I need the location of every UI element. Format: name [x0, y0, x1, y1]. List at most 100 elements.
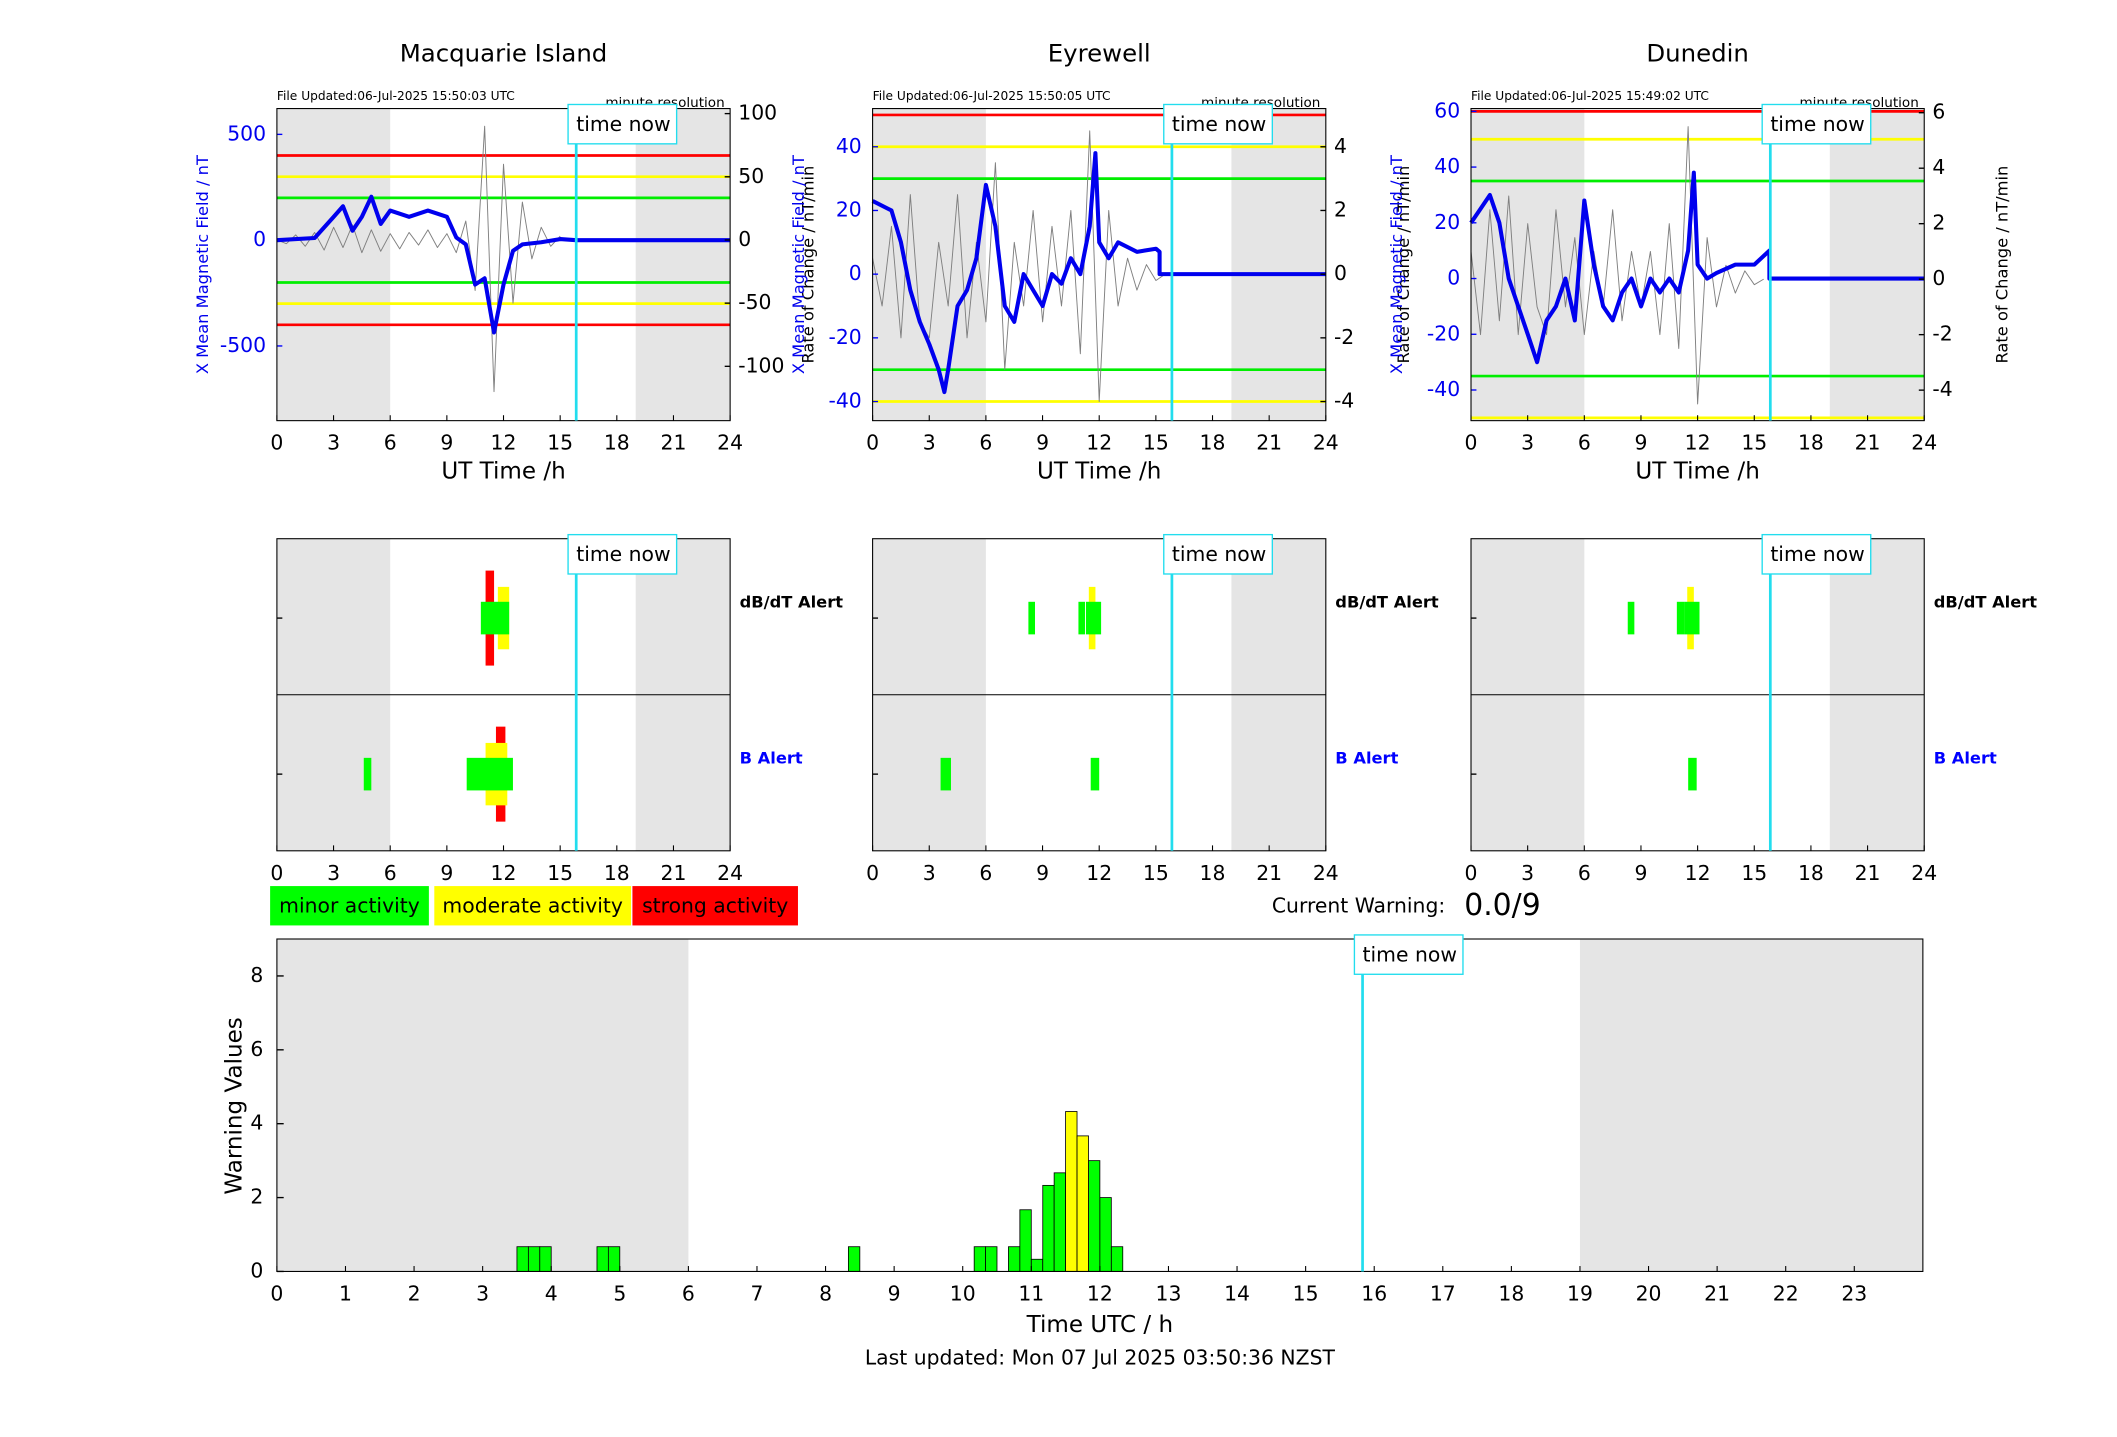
alert-bar: [466, 757, 513, 791]
x-tick-label: 7: [751, 1282, 764, 1306]
y-tick-label: 0: [1447, 266, 1460, 290]
x-tick-label: 21: [1855, 431, 1881, 455]
x-tick-label: 9: [440, 431, 453, 455]
row-label: dB/dT Alert: [1335, 593, 1439, 612]
warning-bar: [1099, 1197, 1112, 1272]
warning-bar: [596, 1246, 609, 1272]
field-line: [1469, 170, 1925, 365]
x-tick-label: 24: [1313, 431, 1339, 455]
time-now-box: [1761, 103, 1872, 145]
legend-label: moderate activity: [442, 893, 622, 917]
time-now-label: time now: [1172, 542, 1266, 566]
x-tick-label: 0: [270, 861, 283, 885]
x-tick-label: 8: [819, 1282, 832, 1306]
y2-tick-label: -50: [738, 290, 771, 314]
y-tick-label: 20: [1434, 210, 1460, 234]
row-label: dB/dT Alert: [1934, 593, 2038, 612]
x-tick-label: 23: [1841, 1282, 1867, 1306]
time-now-label: time now: [1172, 112, 1266, 136]
y2-tick-label: -4: [1932, 377, 1952, 401]
y2-tick-label: -2: [1334, 325, 1354, 349]
x-tick-label: 12: [1685, 861, 1711, 885]
time-now-box: [567, 533, 678, 575]
x-axis-label: UT Time /h: [1635, 459, 1759, 485]
alert-bar: [1085, 601, 1102, 635]
station-title: Dunedin: [1646, 38, 1749, 67]
time-now-label: time now: [1363, 942, 1457, 966]
y2-tick-label: 6: [1932, 100, 1945, 124]
field-line: [871, 151, 1326, 395]
x-tick-label: 24: [1911, 861, 1937, 885]
warning-bar: [1008, 1246, 1021, 1272]
y-tick-label: -20: [1427, 321, 1460, 345]
y2-tick-label: -100: [738, 353, 784, 377]
time-now-label: time now: [576, 542, 670, 566]
y-tick-label: 0: [250, 1258, 263, 1282]
file-updated: File Updated:06-Jul-2025 15:50:05 UTC: [873, 89, 1111, 103]
y-tick-label: -20: [829, 325, 862, 349]
footer: Last updated: Mon 07 Jul 2025 03:50:36 N…: [865, 1345, 1336, 1369]
x-tick-label: 6: [384, 431, 397, 455]
x-tick-label: 16: [1361, 1282, 1387, 1306]
warning-bar: [985, 1246, 998, 1272]
y2-axis-label: Rate of Change / nT/min: [1992, 166, 2011, 364]
x-tick-label: 3: [327, 861, 340, 885]
y2-tick-label: 0: [738, 227, 751, 251]
y-tick-label: 0: [849, 261, 862, 285]
alert-bar: [1688, 757, 1697, 791]
x-tick-label: 15: [1143, 431, 1169, 455]
x-tick-label: 24: [717, 861, 743, 885]
x-tick-label: 18: [1200, 431, 1226, 455]
alert-bar: [1078, 601, 1086, 635]
x-tick-label: 24: [1313, 861, 1339, 885]
x-tick-label: 15: [1143, 861, 1169, 885]
time-now-box: [1163, 103, 1274, 145]
y-axis-label: Warning Values: [221, 1017, 247, 1194]
x-tick-label: 18: [604, 861, 630, 885]
x-tick-label: 12: [1086, 861, 1112, 885]
night-shade: [1471, 108, 1585, 421]
alert-bar: [363, 757, 372, 791]
x-tick-label: 18: [604, 431, 630, 455]
x-tick-label: 5: [613, 1282, 626, 1306]
y-tick-label: 4: [250, 1111, 263, 1135]
x-tick-label: 9: [888, 1282, 901, 1306]
y2-tick-label: -4: [1334, 389, 1354, 413]
night-shade: [276, 939, 689, 1272]
x-tick-label: 0: [866, 431, 879, 455]
time-now-box: [1353, 934, 1464, 975]
warning-bar: [1030, 1258, 1044, 1272]
y-tick-label: 40: [1434, 154, 1460, 178]
file-updated: File Updated:06-Jul-2025 15:50:03 UTC: [277, 89, 515, 103]
x-tick-label: 21: [1855, 861, 1881, 885]
x-tick-label: 15: [547, 431, 573, 455]
time-now-box: [1761, 533, 1872, 575]
warning-bar: [1076, 1135, 1089, 1272]
legend-label: minor activity: [279, 893, 420, 917]
x-tick-label: 14: [1224, 1282, 1250, 1306]
x-tick-label: 6: [682, 1282, 695, 1306]
y2-tick-label: 2: [1932, 211, 1945, 235]
y-tick-label: 6: [250, 1037, 263, 1061]
current-warning-value: 0.0/9: [1464, 888, 1541, 923]
warning-bar: [607, 1246, 621, 1272]
warning-bar: [847, 1246, 861, 1272]
file-updated: File Updated:06-Jul-2025 15:49:02 UTC: [1471, 89, 1709, 103]
night-shade: [1231, 108, 1326, 421]
x-axis-label: UT Time /h: [441, 459, 565, 485]
legend-swatch: [434, 886, 632, 926]
x-tick-label: 3: [1521, 861, 1534, 885]
x-tick-label: 15: [1293, 1282, 1319, 1306]
y2-tick-label: 4: [1932, 155, 1945, 179]
x-tick-label: 3: [476, 1282, 489, 1306]
warning-bar: [973, 1246, 987, 1272]
y-axis-label: X Mean Magnetic Field / nT: [1387, 155, 1406, 374]
y-tick-label: 500: [227, 121, 266, 145]
legend-swatch: [632, 886, 798, 926]
x-tick-label: 17: [1430, 1282, 1456, 1306]
time-now-box: [1163, 533, 1274, 575]
x-tick-label: 12: [1087, 1282, 1113, 1306]
x-tick-label: 0: [866, 861, 879, 885]
x-tick-label: 6: [979, 431, 992, 455]
x-tick-label: 12: [1685, 431, 1711, 455]
